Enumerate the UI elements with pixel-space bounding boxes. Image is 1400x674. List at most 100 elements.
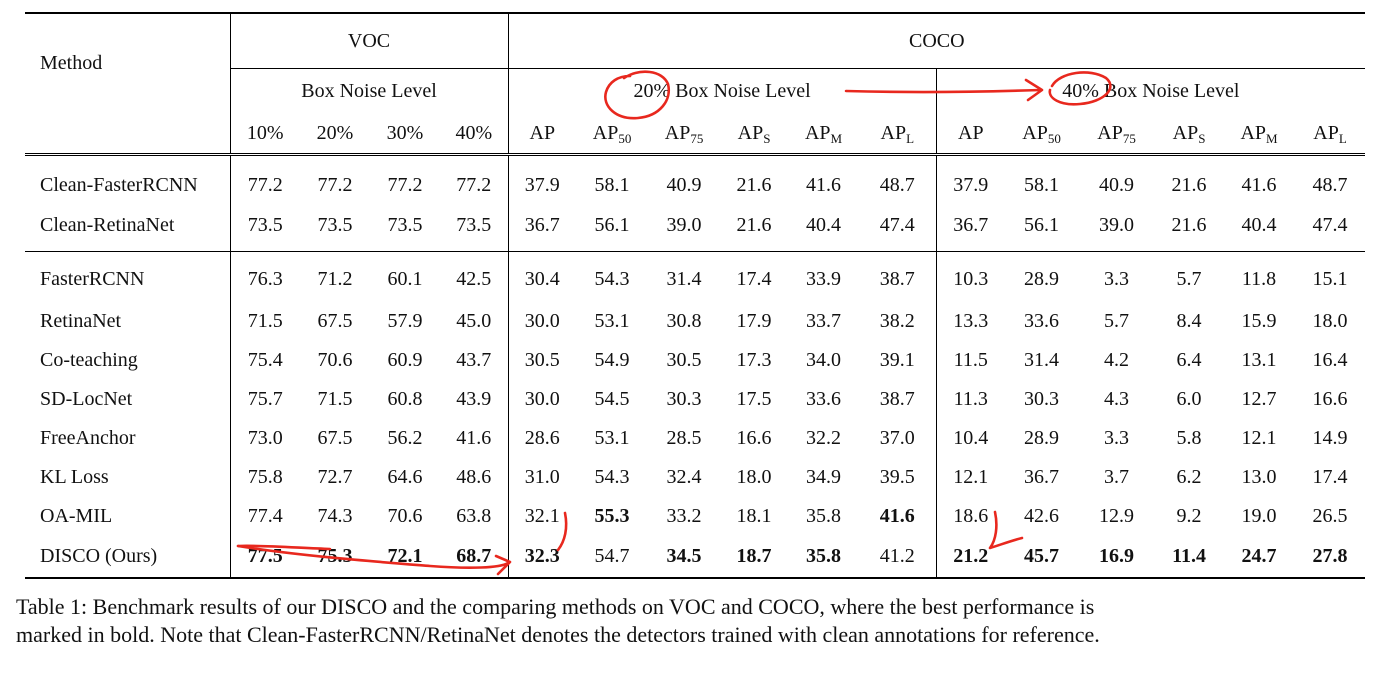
value-cell: 33.9 (788, 251, 860, 302)
value-cell: 45.7 (1005, 536, 1079, 579)
value-cell: 38.7 (859, 251, 937, 302)
voc-level-header: 40% (455, 121, 493, 144)
value-cell: 37.9 (507, 153, 577, 206)
value-cell: 17.3 (736, 349, 772, 371)
value-cell: 11.5 (935, 341, 1006, 380)
value-cell: 39.5 (879, 466, 915, 488)
value-cell: 60.8 (387, 388, 423, 410)
value-cell: 73.5 (456, 214, 492, 236)
value-cell: 53.1 (594, 310, 630, 332)
value-cell: 5.7 (1104, 310, 1130, 332)
value-cell: 21.6 (1171, 214, 1207, 236)
value-cell: 28.9 (1024, 427, 1060, 449)
value-cell: 56.2 (387, 427, 423, 449)
value-cell: 11.4 (1155, 536, 1224, 579)
value-cell: 17.4 (720, 251, 789, 302)
value-cell: 57.9 (387, 310, 423, 332)
value-cell: 37.9 (935, 153, 1006, 206)
value-cell: 40.9 (648, 153, 721, 206)
value-cell: 16.4 (1312, 349, 1348, 371)
value-cell: 36.7 (507, 206, 577, 252)
value-cell: 35.8 (788, 536, 860, 579)
value-cell: 24.7 (1223, 536, 1296, 579)
value-cell: 43.9 (456, 388, 492, 410)
value-cell: 12.1 (935, 458, 1006, 497)
value-cell: 31.4 (1024, 349, 1060, 371)
value-cell: 75.3 (300, 536, 370, 579)
value-cell: 10.4 (935, 419, 1006, 458)
value-cell: 18.1 (736, 505, 772, 527)
value-cell: 34.9 (806, 466, 842, 488)
value-cell: 30.4 (507, 251, 577, 302)
metric-subscript: L (906, 130, 915, 146)
value-cell: 30.3 (666, 388, 702, 410)
value-cell: 30.5 (666, 349, 702, 371)
value-cell: 60.1 (370, 251, 440, 302)
value-cell: 77.5 (229, 536, 300, 579)
value-cell: 14.9 (1312, 427, 1348, 449)
value-cell: 32.4 (666, 466, 702, 488)
value-cell: 18.0 (1312, 310, 1348, 332)
value-cell: 68.7 (440, 536, 509, 579)
value-cell: 11.3 (935, 380, 1006, 419)
table-row: DISCO (Ours) 77.5 75.3 72.1 68.7 32.3 54.7 34.5… (25, 536, 1366, 579)
voc-level-header: 30% (386, 121, 424, 144)
voc-noise-header: Box Noise Level (229, 68, 509, 113)
value-cell: 28.5 (666, 427, 702, 449)
value-cell: 47.4 (879, 214, 915, 236)
value-cell: 34.0 (806, 349, 842, 371)
value-cell: 12.9 (1099, 505, 1135, 527)
metric-header: AP75 (648, 113, 720, 155)
method-cell: FasterRCNN (25, 251, 230, 302)
value-cell: 41.6 (456, 427, 492, 449)
metric-base: AP (1172, 121, 1199, 144)
value-cell: 38.2 (879, 310, 915, 332)
value-cell: 77.2 (300, 153, 370, 206)
metric-header-row: 10% 20% 30% 40% AP AP50 AP75 APS APM APL AP AP50 AP7… (25, 113, 1365, 155)
value-cell: 77.2 (229, 153, 300, 206)
caption-line-2: marked in bold. Note that Clean-FasterRC… (16, 622, 1100, 647)
metric-subscript: M (1266, 130, 1278, 146)
value-cell: 76.3 (229, 251, 300, 302)
metric-base: AP (664, 121, 691, 144)
value-cell: 28.6 (507, 419, 577, 458)
value-cell: 36.7 (1024, 466, 1060, 488)
value-cell: 54.3 (576, 251, 649, 302)
value-cell: 26.5 (1312, 505, 1348, 527)
value-cell: 19.0 (1241, 505, 1277, 527)
value-cell: 12.7 (1241, 388, 1277, 410)
value-cell: 75.7 (229, 380, 300, 419)
value-cell: 74.3 (317, 505, 353, 527)
method-cell: RetinaNet (40, 310, 122, 332)
value-cell: 30.0 (507, 380, 577, 419)
value-cell: 64.6 (387, 466, 423, 488)
voc-level-header: 20% (316, 121, 354, 144)
value-cell: 43.7 (456, 349, 492, 371)
value-cell: 21.2 (935, 536, 1006, 579)
value-cell: 6.2 (1176, 466, 1202, 488)
value-cell: 3.7 (1104, 466, 1130, 488)
value-cell: 4.3 (1104, 388, 1130, 410)
metric-subscript: M (830, 130, 843, 146)
table-row: Co-teaching 75.4 70.6 60.9 43.7 30.5 54.9 30.5 1… (25, 341, 1365, 380)
metric-header: AP (935, 113, 1006, 155)
voc-header: VOC (229, 12, 509, 69)
table-row: SD-LocNet 75.7 71.5 60.8 43.9 30.0 54.5 30.3 17.… (25, 380, 1365, 419)
value-cell: 33.6 (806, 388, 842, 410)
value-cell: 40.4 (806, 214, 842, 236)
value-cell: 67.5 (317, 310, 353, 332)
value-cell: 77.4 (229, 497, 300, 536)
value-cell: 39.0 (666, 214, 702, 236)
value-cell: 56.1 (1024, 214, 1060, 236)
method-cell: Co-teaching (40, 349, 138, 371)
value-cell: 5.7 (1155, 251, 1224, 302)
value-cell: 5.8 (1176, 427, 1202, 449)
coco-noise-40-header: 40% Box Noise Level (935, 68, 1366, 113)
value-cell: 13.3 (935, 302, 1006, 341)
value-cell: 73.5 (387, 214, 423, 236)
metric-header: APM (788, 113, 859, 155)
metric-header: APL (1295, 113, 1365, 155)
value-cell: 32.3 (507, 536, 577, 579)
value-cell: 54.9 (594, 349, 630, 371)
value-cell: 39.0 (1099, 214, 1135, 236)
